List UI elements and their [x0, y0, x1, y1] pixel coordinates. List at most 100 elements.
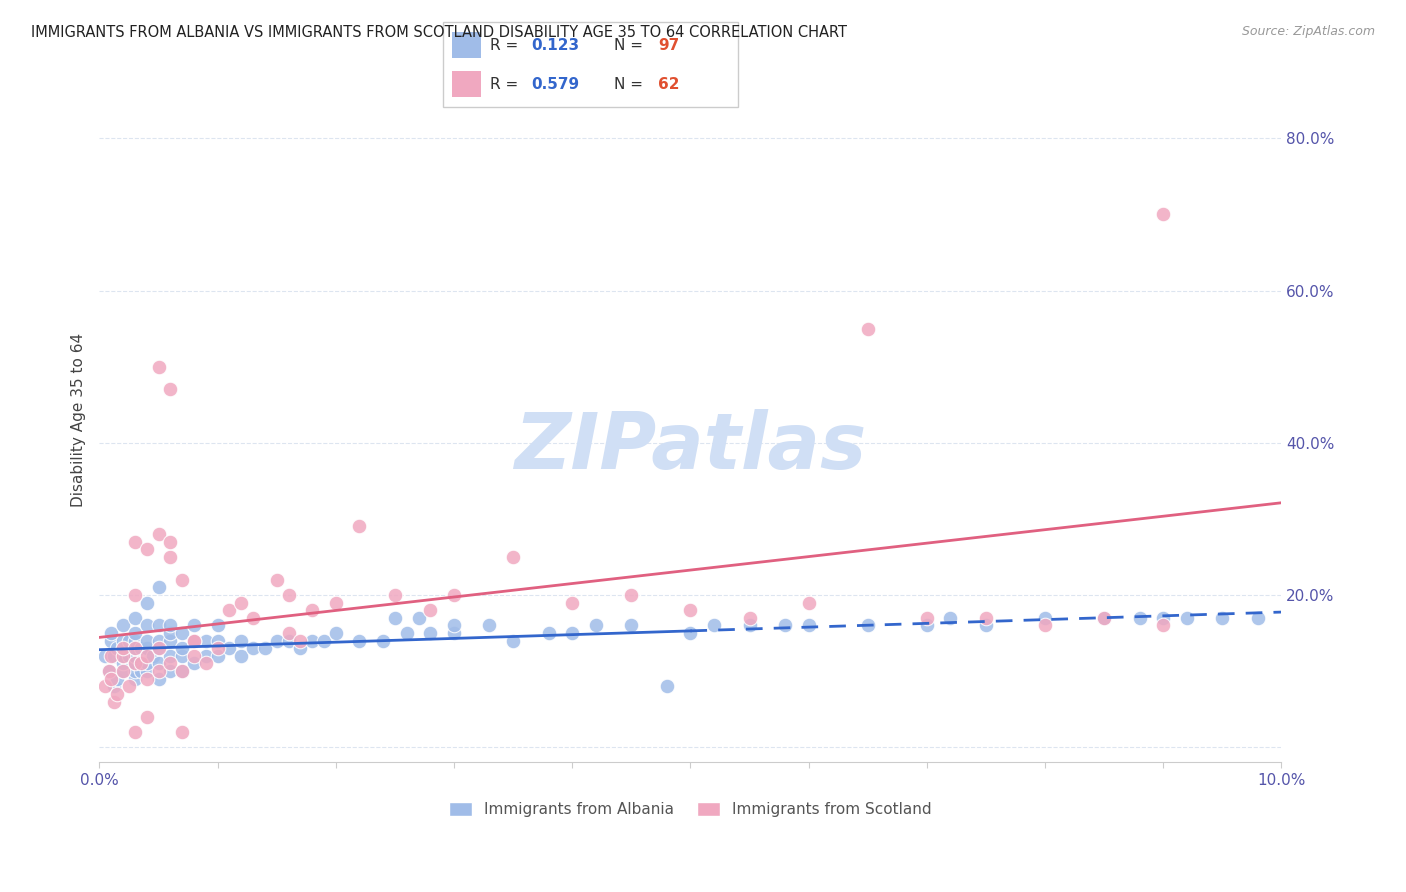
Point: [537, 626, 560, 640]
Point: [124, 633, 146, 648]
Legend: Immigrants from Albania, Immigrants from Scotland: Immigrants from Albania, Immigrants from…: [443, 796, 938, 823]
Point: [112, 618, 135, 632]
Point: [797, 596, 820, 610]
Point: [112, 664, 135, 678]
Point: [349, 519, 371, 533]
Point: [502, 633, 524, 648]
Point: [194, 633, 217, 648]
Text: Source: ZipAtlas.com: Source: ZipAtlas.com: [1241, 25, 1375, 38]
Text: 97: 97: [658, 37, 679, 53]
Point: [135, 542, 157, 557]
Point: [561, 626, 583, 640]
Point: [325, 596, 347, 610]
Point: [1129, 611, 1152, 625]
Point: [231, 648, 253, 663]
Point: [100, 648, 122, 663]
Point: [939, 611, 962, 625]
Point: [384, 588, 406, 602]
Point: [242, 641, 264, 656]
Point: [679, 626, 702, 640]
Point: [266, 633, 288, 648]
Point: [679, 603, 702, 617]
Point: [194, 648, 217, 663]
Point: [1152, 618, 1174, 632]
Point: [112, 657, 135, 671]
Point: [135, 641, 157, 656]
Point: [1211, 611, 1233, 625]
Point: [97, 664, 120, 678]
Point: [384, 611, 406, 625]
Point: [129, 657, 152, 671]
Point: [135, 648, 157, 663]
Point: [135, 633, 157, 648]
Point: [1033, 618, 1056, 632]
Point: [124, 641, 146, 656]
Point: [124, 534, 146, 549]
Point: [1152, 207, 1174, 221]
Point: [129, 664, 152, 678]
Point: [974, 618, 997, 632]
Point: [395, 626, 418, 640]
Point: [1247, 611, 1270, 625]
Point: [478, 618, 501, 632]
Point: [231, 596, 253, 610]
Point: [408, 611, 430, 625]
Text: 0.123: 0.123: [531, 37, 579, 53]
Point: [419, 626, 441, 640]
Point: [773, 618, 796, 632]
Point: [856, 618, 879, 632]
Point: [1092, 611, 1115, 625]
Point: [194, 657, 217, 671]
Point: [561, 596, 583, 610]
Point: [148, 664, 170, 678]
Point: [148, 618, 170, 632]
Point: [290, 641, 312, 656]
Point: [172, 573, 194, 587]
Point: [277, 633, 299, 648]
Point: [124, 648, 146, 663]
Point: [443, 626, 465, 640]
Point: [100, 626, 122, 640]
Text: R =: R =: [491, 37, 523, 53]
Point: [620, 618, 643, 632]
Point: [159, 626, 181, 640]
Point: [112, 633, 135, 648]
Point: [703, 618, 725, 632]
Point: [371, 633, 394, 648]
Point: [148, 527, 170, 541]
Point: [148, 657, 170, 671]
Point: [172, 725, 194, 739]
Point: [135, 672, 157, 686]
Point: [172, 626, 194, 640]
Point: [159, 534, 181, 549]
Y-axis label: Disability Age 35 to 64: Disability Age 35 to 64: [72, 333, 86, 507]
Point: [443, 588, 465, 602]
Point: [129, 641, 152, 656]
Point: [1175, 611, 1198, 625]
Point: [172, 641, 194, 656]
Point: [148, 359, 170, 374]
Point: [135, 596, 157, 610]
Point: [655, 679, 678, 693]
Point: [1092, 611, 1115, 625]
Point: [135, 657, 157, 671]
Text: N =: N =: [614, 77, 648, 92]
Point: [419, 603, 441, 617]
Point: [266, 573, 288, 587]
Point: [135, 618, 157, 632]
Point: [915, 618, 938, 632]
Point: [148, 672, 170, 686]
Point: [103, 694, 125, 708]
Point: [124, 611, 146, 625]
Point: [148, 580, 170, 594]
Point: [159, 549, 181, 564]
Point: [94, 679, 117, 693]
Point: [112, 648, 135, 663]
Point: [135, 710, 157, 724]
Point: [312, 633, 335, 648]
Point: [183, 633, 205, 648]
Point: [277, 626, 299, 640]
Point: [118, 679, 141, 693]
Text: IMMIGRANTS FROM ALBANIA VS IMMIGRANTS FROM SCOTLAND DISABILITY AGE 35 TO 64 CORR: IMMIGRANTS FROM ALBANIA VS IMMIGRANTS FR…: [31, 25, 846, 40]
Point: [183, 657, 205, 671]
